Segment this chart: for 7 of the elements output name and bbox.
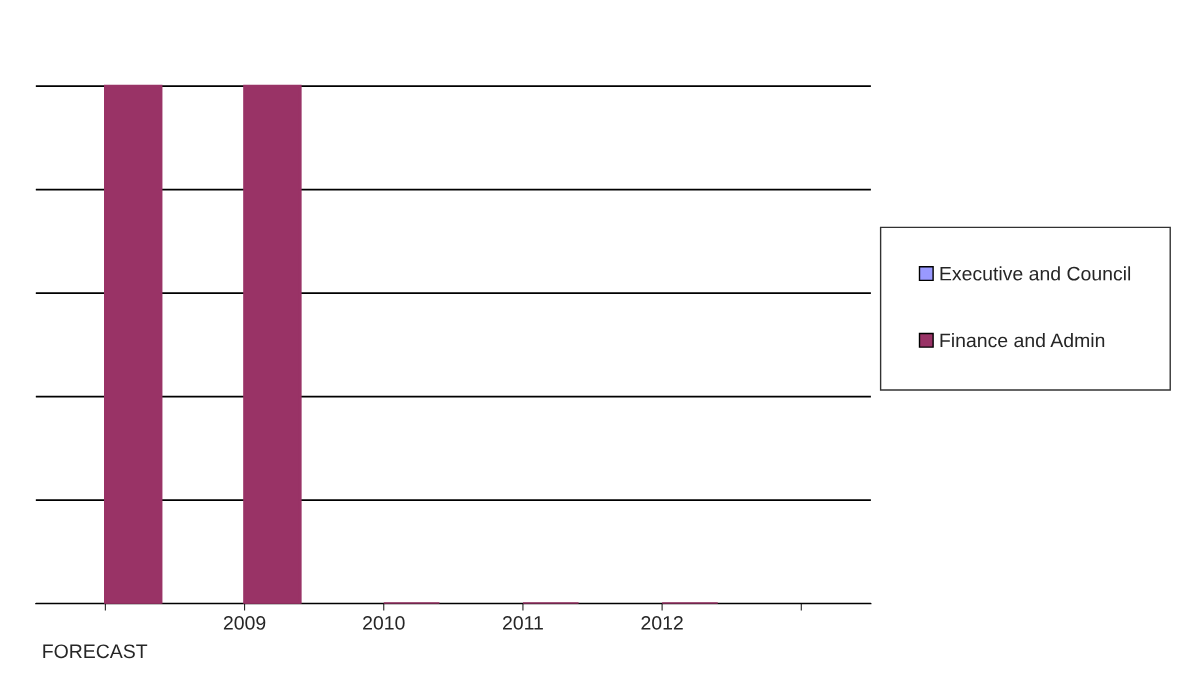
- x-tick-label: 2011: [503, 616, 543, 630]
- x-tick-label: 2009: [223, 616, 266, 630]
- legend-label: Executive and Council: [940, 266, 1131, 281]
- text: FORECAST: [43, 644, 148, 659]
- x-tick-label: 2010: [363, 616, 405, 630]
- legend-label: Finance and Admin: [940, 333, 1105, 348]
- x-tick-label: 2012: [641, 616, 683, 630]
